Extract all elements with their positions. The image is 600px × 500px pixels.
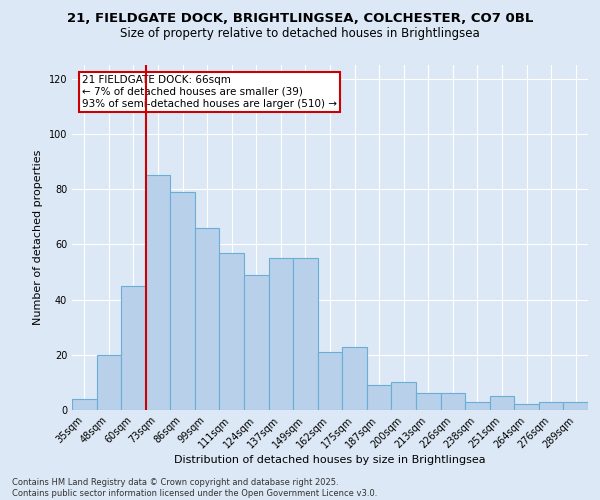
Bar bbox=[72, 399, 97, 410]
Bar bbox=[244, 275, 269, 410]
Bar bbox=[195, 228, 220, 410]
Bar bbox=[440, 394, 465, 410]
Bar bbox=[293, 258, 318, 410]
Text: Size of property relative to detached houses in Brightlingsea: Size of property relative to detached ho… bbox=[120, 28, 480, 40]
Bar bbox=[269, 258, 293, 410]
Text: 21 FIELDGATE DOCK: 66sqm
← 7% of detached houses are smaller (39)
93% of semi-de: 21 FIELDGATE DOCK: 66sqm ← 7% of detache… bbox=[82, 76, 337, 108]
Bar bbox=[220, 252, 244, 410]
X-axis label: Distribution of detached houses by size in Brightlingsea: Distribution of detached houses by size … bbox=[174, 456, 486, 466]
Bar bbox=[391, 382, 416, 410]
Text: 21, FIELDGATE DOCK, BRIGHTLINGSEA, COLCHESTER, CO7 0BL: 21, FIELDGATE DOCK, BRIGHTLINGSEA, COLCH… bbox=[67, 12, 533, 26]
Bar bbox=[146, 176, 170, 410]
Bar bbox=[170, 192, 195, 410]
Bar bbox=[416, 394, 440, 410]
Bar bbox=[318, 352, 342, 410]
Y-axis label: Number of detached properties: Number of detached properties bbox=[33, 150, 43, 325]
Bar bbox=[539, 402, 563, 410]
Bar bbox=[514, 404, 539, 410]
Bar bbox=[490, 396, 514, 410]
Bar bbox=[97, 355, 121, 410]
Bar bbox=[121, 286, 146, 410]
Bar bbox=[465, 402, 490, 410]
Bar bbox=[563, 402, 588, 410]
Text: Contains HM Land Registry data © Crown copyright and database right 2025.
Contai: Contains HM Land Registry data © Crown c… bbox=[12, 478, 377, 498]
Bar bbox=[367, 385, 391, 410]
Bar bbox=[342, 346, 367, 410]
